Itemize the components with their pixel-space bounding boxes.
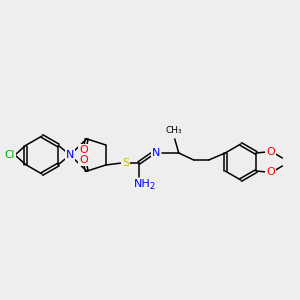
Text: Cl: Cl bbox=[5, 150, 15, 160]
Text: N: N bbox=[152, 148, 160, 158]
Text: NH: NH bbox=[134, 179, 150, 189]
Text: CH₃: CH₃ bbox=[165, 127, 182, 136]
Text: O: O bbox=[266, 167, 275, 177]
Text: S: S bbox=[122, 158, 129, 168]
Text: O: O bbox=[266, 147, 275, 157]
Text: O: O bbox=[80, 155, 88, 165]
Text: 2: 2 bbox=[149, 182, 154, 191]
Text: O: O bbox=[80, 145, 88, 155]
Text: N: N bbox=[66, 150, 74, 160]
